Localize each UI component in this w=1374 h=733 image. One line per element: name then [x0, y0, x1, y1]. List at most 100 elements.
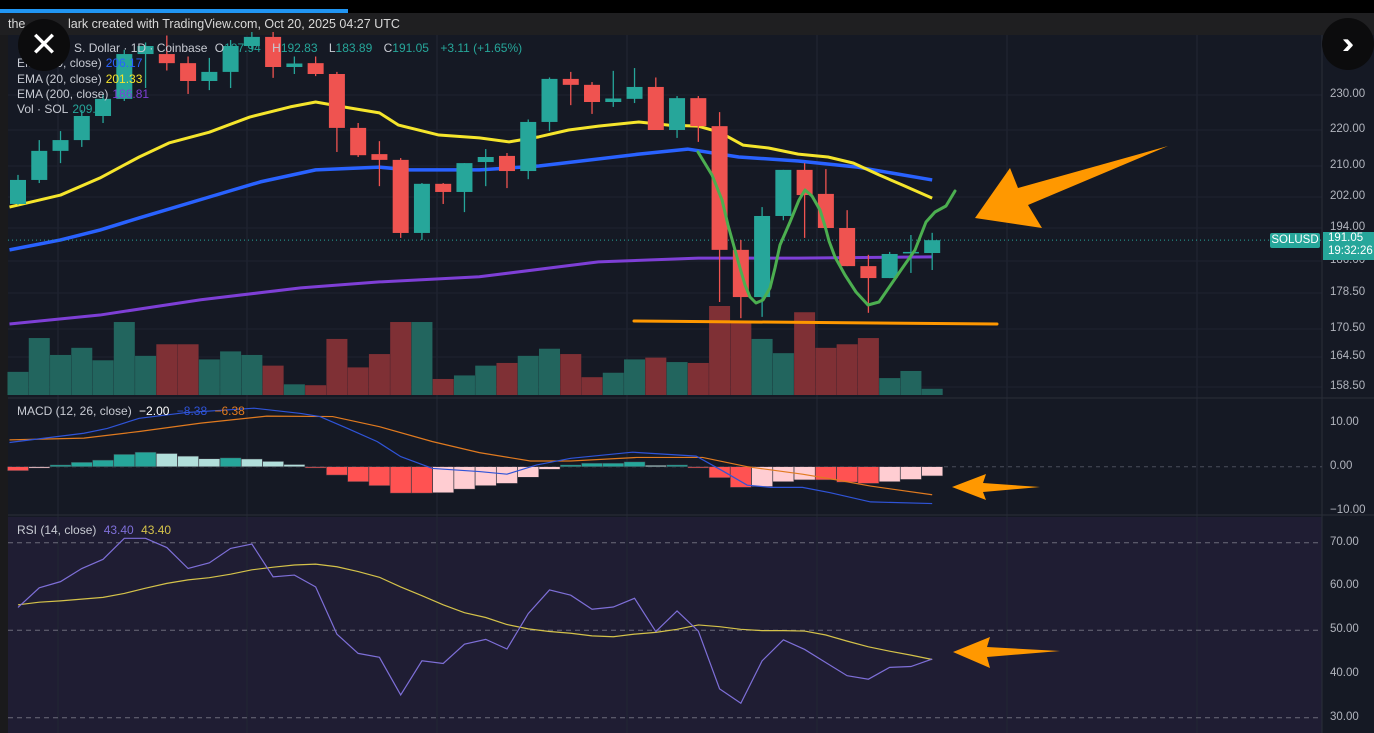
- candle-body: [477, 157, 494, 163]
- legend-ema20[interactable]: EMA (20, close) 201.33: [17, 72, 143, 86]
- macd-tick-label: −10.00: [1330, 503, 1366, 516]
- candle-body: [73, 116, 90, 141]
- volume-bar: [560, 354, 582, 395]
- volume-bar: [645, 357, 667, 395]
- top-bar: [0, 0, 1374, 10]
- ohlc-close: C191.05: [383, 41, 429, 55]
- price-tick-label: 194.00: [1330, 221, 1366, 233]
- candle-body: [350, 127, 367, 156]
- macd-histogram-bar: [134, 451, 157, 467]
- volume-bar: [496, 362, 518, 395]
- macd-histogram-bar: [347, 466, 369, 482]
- macd-histogram-bar: [687, 466, 710, 469]
- close-x-icon: ✕: [29, 26, 59, 64]
- macd-histogram-bar: [326, 466, 348, 476]
- candle-body: [626, 86, 643, 99]
- price-tick-label: 158.50: [1330, 380, 1366, 392]
- volume-bar: [28, 338, 50, 395]
- macd-histogram-bar: [900, 466, 922, 480]
- candle-body: [392, 159, 409, 233]
- volume-bar: [220, 351, 242, 395]
- volume-bar: [156, 344, 178, 395]
- candle-body: [498, 155, 515, 172]
- candle-body: [584, 84, 601, 102]
- legend-rsi[interactable]: RSI (14, close) 43.40 43.40: [17, 523, 172, 537]
- rsi-line: [17, 537, 933, 705]
- candle-body: [435, 183, 452, 192]
- macd-histogram-bar: [304, 466, 327, 469]
- snapshot-header: the lark created with TradingView.com, O…: [0, 13, 1374, 35]
- volume-bar: [71, 347, 93, 395]
- candle-body: [52, 140, 69, 151]
- candle-body: [690, 98, 707, 127]
- volume-bar: [794, 312, 816, 395]
- volume-bar: [177, 344, 199, 395]
- symbol-name: S. Dollar · 1D · Coinbase: [74, 41, 208, 55]
- candle-body: [265, 36, 282, 67]
- macd-histogram-bar: [496, 466, 518, 484]
- candle-body: [881, 253, 898, 279]
- macd-histogram-bar: [28, 466, 51, 469]
- macd-line: [9, 407, 933, 505]
- macd-tick-label: 0.00: [1330, 459, 1353, 472]
- candle-body: [647, 86, 664, 130]
- header-text-left: the: [8, 17, 26, 31]
- volume-bar: [879, 378, 901, 395]
- candle-body: [137, 46, 154, 55]
- candle-body: [31, 150, 48, 180]
- volume-bar: [305, 385, 327, 395]
- macd-histogram-bar: [219, 457, 242, 467]
- ohlc-open: O187.94: [214, 41, 261, 55]
- header-text-right: lark created with TradingView.com, Oct 2…: [68, 17, 400, 31]
- legend-macd[interactable]: MACD (12, 26, close) −2.00 −8.38 −6.38: [17, 404, 245, 418]
- rsi-tick-label: 70.00: [1330, 535, 1359, 548]
- volume-bar: [368, 354, 390, 395]
- volume-bar: [624, 359, 646, 395]
- volume-bar: [581, 377, 603, 395]
- legend-ema200[interactable]: EMA (200, close) 186.81: [17, 87, 150, 101]
- close-button[interactable]: ✕: [18, 19, 70, 71]
- loading-progress-bar: [0, 9, 348, 13]
- macd-histogram-bar: [645, 465, 667, 467]
- support-line-annotation: [632, 319, 999, 326]
- last-price: 191.05: [1328, 232, 1364, 244]
- candle-body: [456, 163, 473, 192]
- volume-bar: [836, 344, 858, 395]
- macd-histogram-bar: [666, 464, 688, 467]
- volume-bar: [666, 362, 688, 395]
- legend-volume[interactable]: Vol · SOL 209.9: [17, 102, 103, 116]
- double-chevron-right-icon: ››: [1342, 27, 1354, 60]
- macd-histogram-bar: [708, 466, 731, 478]
- volume-bar: [475, 365, 497, 395]
- hand-drawn-wave-annotation: [696, 150, 957, 307]
- macd-histogram-bar: [602, 462, 625, 467]
- bar-countdown: 19:32:26: [1328, 245, 1373, 257]
- candle-body: [307, 63, 324, 74]
- rsi-tick-label: 30.00: [1330, 710, 1359, 723]
- expand-button[interactable]: ››: [1322, 18, 1374, 70]
- volume-bar: [92, 360, 114, 395]
- arrow-annotation-price: [975, 146, 1168, 228]
- arrow-annotation-rsi: [953, 637, 1060, 668]
- ema50-line: [9, 147, 933, 252]
- candle-body: [902, 251, 919, 254]
- symbol-price-label: SOLUSD: [1270, 233, 1320, 248]
- candle-body: [775, 169, 792, 216]
- candle-body: [605, 98, 622, 102]
- macd-histogram-bar: [262, 461, 284, 467]
- volume-bar: [453, 375, 475, 395]
- price-tick-label: 210.00: [1330, 159, 1366, 171]
- arrow-annotation-macd: [952, 474, 1040, 500]
- candle-body: [520, 121, 537, 172]
- macd-histogram-bar: [411, 466, 433, 494]
- candle-body: [328, 74, 345, 128]
- volume-bar: [900, 370, 922, 395]
- macd-pane: [7, 407, 1322, 505]
- annotations: [632, 146, 1168, 668]
- rsi-ma-line: [17, 563, 933, 661]
- candle-body: [222, 46, 239, 72]
- macd-histogram-bar: [878, 466, 901, 482]
- macd-histogram-bar: [581, 462, 603, 467]
- symbol-legend[interactable]: SS. Dollar · 1D · Coinbase O187.94 H192.…: [18, 41, 526, 55]
